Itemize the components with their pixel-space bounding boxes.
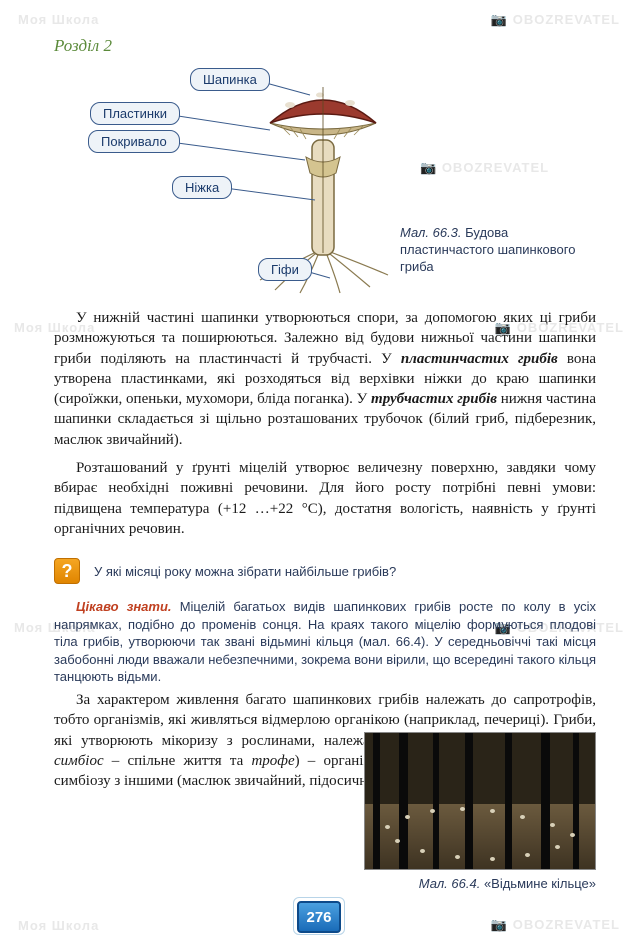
question-block: ? У які місяці року можна зібрати найбіл… [54,558,596,584]
figure-caption-2: Мал. 66.4. «Відьмине кільце» [364,876,596,891]
question-icon: ? [54,558,80,584]
figure-photo-2 [364,732,596,870]
label-hyphae: Гіфи [258,258,312,281]
label-stem: Ніжка [172,176,232,199]
figure-caption-1: Мал. 66.3. Будова пластинчастого шапинко… [400,225,595,276]
watermark: 📷 OBOZREVATEL [420,160,549,176]
label-veil: Покривало [88,130,180,153]
label-plates: Пластинки [90,102,180,125]
watermark: 📷 OBOZREVATEL [491,917,620,933]
section-header: Розділ 2 [54,36,112,56]
watermark: Моя Школа [18,918,99,933]
mushroom-diagram: Шапинка Пластинки Покривало Ніжка Гіфи [90,60,410,295]
page-number: 276 [297,901,341,933]
watermark: Моя Школа [18,12,99,27]
question-text: У які місяці року можна зібрати найбільш… [94,564,396,579]
paragraph-2: Розташований у ґрунті міцелій утворює ве… [54,458,596,539]
paragraph-1: У нижній частині шапинки утворюються спо… [54,308,596,450]
label-cap: Шапинка [190,68,270,91]
interesting-block: Цікаво знати. Міцелій багатьох видів шап… [54,598,596,686]
watermark: 📷 OBOZREVATEL [491,12,620,28]
